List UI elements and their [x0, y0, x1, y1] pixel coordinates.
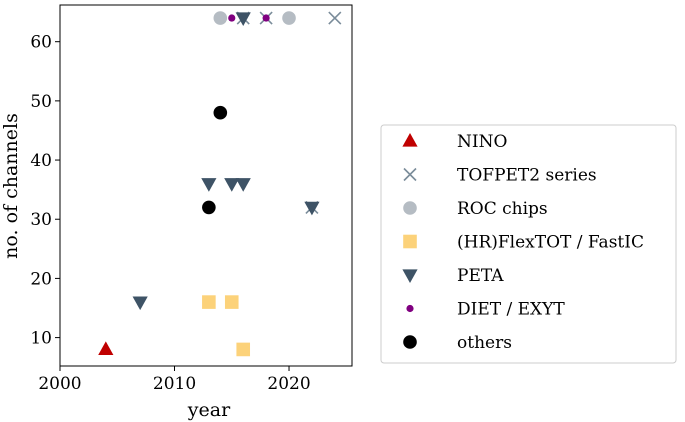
- data-point: [202, 295, 216, 309]
- legend-label: NINO: [457, 132, 507, 152]
- data-points: [98, 11, 342, 357]
- legend-label: DIET / EXYT: [457, 300, 565, 320]
- plot-frame: [59, 4, 353, 367]
- legend-item: (HR)FlexTOT / FastIC: [403, 233, 644, 253]
- y-tick-label: 10: [30, 329, 52, 349]
- legend-marker: [402, 133, 418, 147]
- x-tick-label: 2020: [267, 374, 310, 394]
- data-point: [132, 296, 148, 311]
- legend-marker: [402, 269, 418, 283]
- x-tick-label: 2010: [153, 374, 196, 394]
- series-tofpet2-series: [236, 11, 342, 214]
- data-point: [328, 11, 342, 25]
- series-diet-exyt: [228, 14, 270, 22]
- y-tick-label: 60: [30, 33, 52, 53]
- series-hr-flextot-fastic: [202, 295, 251, 357]
- x-axis-label: year: [187, 399, 231, 421]
- data-point: [262, 14, 270, 22]
- legend-item: TOFPET2 series: [403, 166, 597, 186]
- y-tick-label: 50: [30, 92, 52, 112]
- plot-area: [59, 4, 353, 367]
- legend-item: ROC chips: [403, 199, 548, 219]
- data-point: [224, 178, 240, 192]
- data-point: [235, 178, 251, 192]
- y-tick-label: 40: [30, 151, 52, 171]
- legend-item: NINO: [402, 132, 507, 152]
- legend-label: PETA: [457, 266, 504, 286]
- y-tick-label: 20: [30, 269, 52, 289]
- series-nino: [98, 341, 114, 356]
- data-point: [213, 11, 228, 25]
- legend-marker: [406, 304, 414, 313]
- data-point: [235, 12, 251, 27]
- data-point: [282, 11, 296, 25]
- series-others: [202, 105, 228, 215]
- legend-label: others: [457, 333, 512, 353]
- axes: 2000 2010 2020 10 20 30 40 50 60: [30, 33, 310, 394]
- legend: NINO TOFPET2 series ROC chips (HR)FlexTOT /…: [380, 124, 677, 364]
- data-point: [228, 14, 236, 22]
- data-point: [304, 201, 320, 216]
- legend-label: TOFPET2 series: [457, 166, 597, 186]
- legend-label: ROC chips: [457, 199, 548, 219]
- series-peta: [132, 12, 320, 311]
- series-roc-chips: [213, 11, 296, 25]
- legend-item: DIET / EXYT: [406, 300, 565, 320]
- y-axis-label: no. of channels: [0, 113, 22, 259]
- legend-box: [380, 124, 677, 364]
- legend-item: PETA: [402, 266, 504, 286]
- data-point: [224, 295, 239, 309]
- legend-marker: [403, 201, 417, 215]
- data-point: [202, 200, 216, 215]
- legend-marker: [403, 234, 417, 249]
- data-point: [201, 178, 217, 192]
- data-point: [236, 342, 251, 357]
- legend-marker: [403, 335, 417, 349]
- data-point: [213, 105, 228, 120]
- legend-label: (HR)FlexTOT / FastIC: [457, 233, 644, 253]
- legend-marker: [403, 167, 417, 182]
- y-tick-label: 30: [30, 210, 52, 230]
- data-point: [98, 341, 114, 356]
- x-tick-label: 2000: [38, 374, 81, 394]
- legend-item: others: [403, 333, 512, 353]
